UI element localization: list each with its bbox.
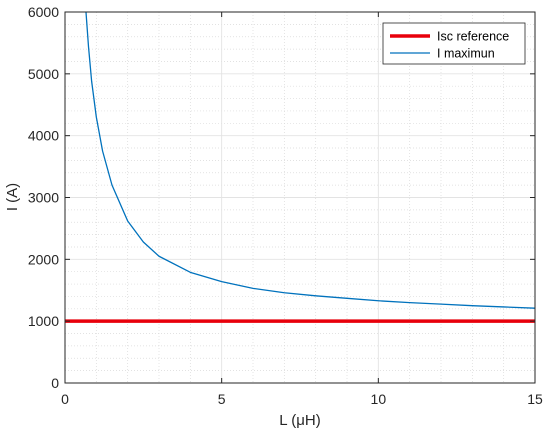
series-layer <box>65 11 536 323</box>
y-tick-label: 2000 <box>28 251 59 267</box>
y-tick-labels: 0 1000 2000 3000 4000 5000 6000 <box>28 4 59 391</box>
y-tick-label: 1000 <box>28 313 59 329</box>
y-axis-label: I (A) <box>4 183 21 211</box>
series-line-i-maximun <box>85 11 536 309</box>
y-tick-label: 4000 <box>28 128 59 144</box>
y-tick-label: 0 <box>51 375 59 391</box>
x-tick-label: 10 <box>371 391 387 407</box>
y-tick-label: 5000 <box>28 66 59 82</box>
y-tick-label: 3000 <box>28 190 59 206</box>
tick-marks <box>64 11 536 384</box>
x-tick-labels: 0 5 10 15 <box>61 391 543 407</box>
x-axis-label: L (μH) <box>279 412 320 429</box>
x-tick-label: 5 <box>218 391 226 407</box>
x-tick-label: 0 <box>61 391 69 407</box>
y-tick-label: 6000 <box>28 4 59 20</box>
x-tick-label: 15 <box>527 391 543 407</box>
legend-entry-i-maximun-label: I maximun <box>437 47 495 61</box>
legend-entry-isc-reference-label: Isc reference <box>437 30 509 44</box>
legend-box <box>382 22 526 65</box>
legend: Isc reference I maximun <box>382 22 526 65</box>
